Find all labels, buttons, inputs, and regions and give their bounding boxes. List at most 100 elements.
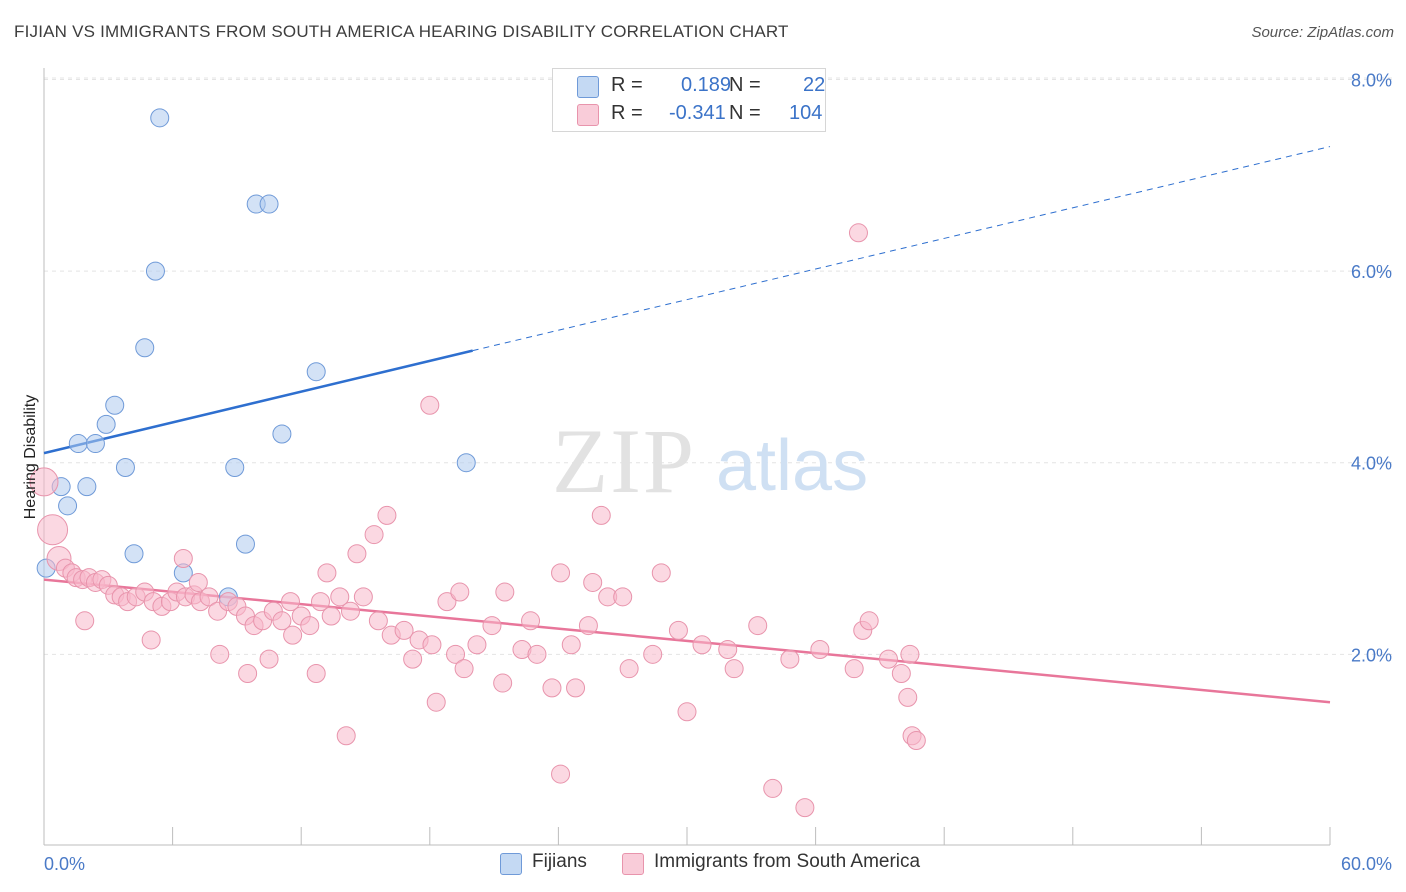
gridlines	[44, 77, 1392, 655]
point-immigrants	[347, 544, 367, 564]
point-immigrants	[454, 659, 474, 679]
point-immigrants	[300, 616, 320, 636]
n-label: N =	[729, 102, 761, 124]
point-immigrants	[403, 649, 423, 669]
point-fijians	[259, 194, 279, 214]
point-immigrants	[677, 702, 697, 722]
point-immigrants	[566, 678, 586, 698]
point-immigrants	[446, 644, 466, 664]
x-tick-label: 60.0%	[1341, 854, 1392, 874]
point-immigrants	[141, 630, 161, 650]
point-immigrants	[280, 592, 300, 612]
point-immigrants	[583, 572, 603, 592]
point-immigrants	[377, 505, 397, 525]
point-immigrants	[651, 563, 671, 583]
point-immigrants	[878, 649, 898, 669]
point-immigrants	[317, 563, 337, 583]
trendline-immigrants	[43, 578, 1331, 704]
point-immigrants	[844, 659, 864, 679]
point-immigrants	[29, 467, 59, 497]
point-immigrants	[848, 223, 868, 243]
point-immigrants	[724, 659, 744, 679]
point-immigrants	[420, 395, 440, 415]
point-immigrants	[692, 635, 712, 655]
point-immigrants	[238, 663, 258, 683]
legend-label-immigrants: Immigrants from South America	[654, 851, 921, 872]
point-immigrants	[306, 663, 326, 683]
point-immigrants	[353, 587, 373, 607]
r-value: -0.341	[669, 102, 726, 124]
point-immigrants	[437, 592, 457, 612]
x-tick-label: 0.0%	[44, 854, 85, 874]
r-label: R =	[611, 102, 643, 124]
stats-legend: R = 0.189 N = 22 R = -0.341 N = 104	[552, 68, 826, 132]
point-fijians	[96, 414, 116, 434]
point-immigrants	[272, 611, 292, 631]
data-points	[29, 108, 926, 818]
watermark-zip: ZIP	[552, 410, 696, 512]
n-label: N =	[729, 74, 761, 96]
point-immigrants	[493, 673, 513, 693]
point-immigrants	[763, 778, 783, 798]
point-immigrants	[542, 678, 562, 698]
point-fijians	[105, 395, 125, 415]
point-immigrants	[259, 649, 279, 669]
point-immigrants	[891, 663, 911, 683]
chart-title: FIJIAN VS IMMIGRANTS FROM SOUTH AMERICA …	[14, 22, 789, 41]
point-immigrants	[643, 644, 663, 664]
point-immigrants	[898, 687, 918, 707]
point-immigrants	[482, 616, 502, 636]
point-immigrants	[859, 611, 879, 631]
watermark-atlas: atlas	[716, 426, 868, 506]
point-immigrants	[551, 563, 571, 583]
point-immigrants	[495, 582, 515, 602]
point-immigrants	[188, 572, 208, 592]
watermark: ZIP atlas	[552, 410, 868, 512]
point-fijians	[306, 362, 326, 382]
point-immigrants	[668, 620, 688, 640]
point-immigrants	[591, 505, 611, 525]
r-value: 0.189	[681, 74, 732, 96]
point-immigrants	[321, 606, 341, 626]
point-fijians	[68, 434, 88, 454]
trend-lines	[43, 146, 1331, 704]
legend-label-fijians: Fijians	[532, 851, 587, 872]
y-tick-label: 8.0%	[1351, 71, 1392, 91]
source-label: Source: ZipAtlas.com	[1251, 24, 1394, 41]
point-fijians	[124, 544, 144, 564]
point-immigrants	[619, 659, 639, 679]
stats-swatch-immigrants	[577, 104, 599, 126]
point-fijians	[115, 458, 135, 478]
point-immigrants	[283, 625, 303, 645]
point-fijians	[135, 338, 155, 358]
point-fijians	[235, 534, 255, 554]
y-tick-label: 4.0%	[1351, 454, 1392, 474]
point-fijians	[456, 453, 476, 473]
point-immigrants	[394, 620, 414, 640]
point-fijians	[150, 108, 170, 128]
point-immigrants	[900, 644, 920, 664]
point-immigrants	[340, 601, 360, 621]
y-tick-label: 6.0%	[1351, 262, 1392, 282]
point-immigrants	[364, 525, 384, 545]
point-immigrants	[527, 644, 547, 664]
point-immigrants	[748, 616, 768, 636]
point-immigrants	[310, 592, 330, 612]
legend-swatch-immigrants	[622, 853, 644, 875]
point-immigrants	[578, 616, 598, 636]
stats-swatch-fijians	[577, 76, 599, 98]
axes	[43, 68, 1331, 846]
point-fijians	[225, 458, 245, 478]
point-immigrants	[75, 611, 95, 631]
point-immigrants	[613, 587, 633, 607]
point-immigrants	[467, 635, 487, 655]
trendline-fijians	[43, 349, 473, 455]
point-immigrants	[199, 587, 219, 607]
point-immigrants	[561, 635, 581, 655]
point-immigrants	[422, 635, 442, 655]
point-immigrants	[330, 587, 350, 607]
point-fijians	[85, 434, 105, 454]
y-axis-label: Hearing Disability	[22, 395, 39, 520]
point-fijians	[272, 424, 292, 444]
